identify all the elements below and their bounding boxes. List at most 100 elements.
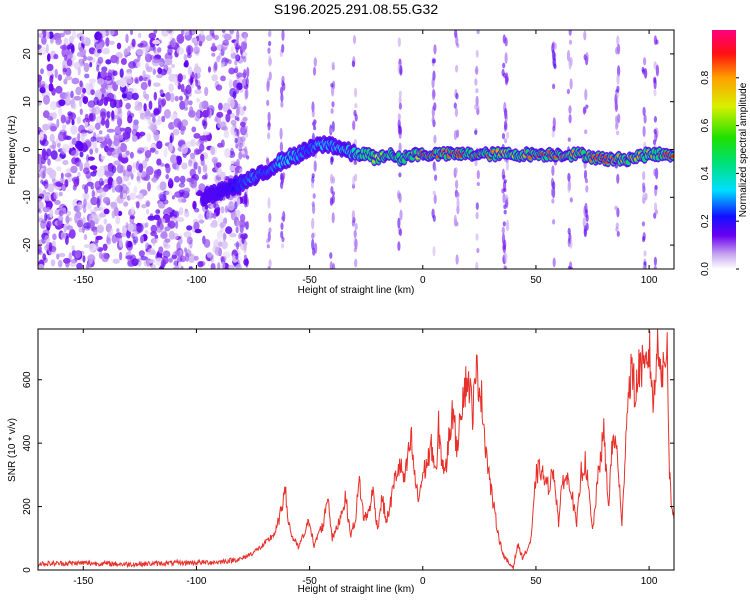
spectrogram-speckle	[136, 61, 142, 68]
spectrogram-speckle	[148, 45, 155, 51]
spectrogram-speckle	[475, 202, 479, 211]
spectrogram-speckle	[70, 45, 75, 52]
spectrogram-speckle	[77, 66, 81, 76]
spectrogram-speckle	[655, 64, 660, 77]
spectrogram-speckle	[163, 109, 171, 119]
spectrogram-speckle	[87, 203, 93, 211]
spectrogram-speckle	[159, 223, 164, 231]
spectrogram-speckle	[215, 84, 223, 91]
spectrogram-speckle	[551, 49, 556, 61]
spectrogram-speckle	[504, 252, 508, 264]
spectrogram-speckle	[104, 75, 113, 81]
spectrogram-speckle	[501, 132, 506, 140]
spectrogram-speckle	[177, 75, 182, 85]
spectrogram-speckle	[77, 141, 84, 152]
spectrogram-speckle	[210, 146, 215, 155]
spectrogram-speckle	[173, 211, 180, 219]
spectrogram-speckle	[119, 191, 123, 199]
spectrogram-speckle	[132, 162, 137, 169]
spectrogram-speckle	[83, 62, 90, 73]
spectrogram-speckle	[220, 261, 226, 269]
spectrogram-speckle	[146, 133, 152, 142]
spectrogram-speckle	[331, 61, 335, 67]
spectrogram-speckle	[152, 39, 161, 45]
spectrogram-speckle	[136, 48, 144, 56]
spectrogram-speckle	[235, 253, 239, 260]
spectrogram-speckle	[198, 219, 205, 224]
spectrogram-speckle	[40, 68, 44, 75]
spectrogram-speckle	[553, 42, 557, 50]
spectrogram-speckle	[217, 118, 222, 128]
spectrogram-speckle	[456, 198, 460, 209]
spectrogram-speckle	[615, 122, 619, 130]
spectrogram-speckle	[179, 95, 183, 101]
x-tick-label: 50	[530, 576, 542, 587]
spectrogram-speckle	[52, 112, 57, 119]
spectrogram-speckle	[100, 70, 108, 78]
spectrogram-speckle	[454, 30, 458, 39]
spectrogram-speckle	[153, 54, 162, 61]
spectrogram-speckle	[236, 158, 240, 168]
spectrogram-speckle	[57, 259, 63, 268]
spectrogram-speckle	[104, 84, 109, 90]
spectrogram-speckle	[236, 117, 240, 122]
spectrogram-speckle	[165, 190, 173, 196]
spectrogram-speckle	[83, 234, 88, 241]
spectrogram-speckle	[80, 132, 88, 137]
spectrogram-speckle	[99, 108, 107, 117]
spectrogram-speckle	[39, 46, 47, 56]
spectrogram-speckle	[153, 169, 161, 179]
spectrogram-speckle	[160, 259, 166, 268]
spectrogram-speckle	[433, 165, 437, 172]
spectrogram-speckle	[211, 219, 218, 226]
spectrogram-speckle	[204, 172, 208, 180]
spectrogram-speckle	[45, 207, 50, 212]
spectrogram-speckle	[398, 96, 402, 105]
spectrogram-speckle	[97, 56, 104, 64]
spectrogram-speckle	[41, 36, 47, 45]
spectrogram-speckle	[505, 197, 509, 209]
spectrogram-speckle	[82, 255, 86, 263]
spectrogram-speckle	[47, 183, 55, 193]
spectrogram-speckle	[133, 224, 137, 230]
spectrogram-speckle	[583, 30, 587, 41]
spectrogram-speckle	[126, 229, 131, 239]
spectrogram-speckle	[46, 148, 52, 157]
y-tick-label: 600	[22, 371, 33, 388]
spectrogram-speckle	[174, 250, 181, 256]
spectrogram-speckle	[43, 193, 52, 202]
spectrogram-speckle	[642, 235, 646, 243]
spectrogram-speckle	[240, 121, 246, 127]
spectrogram-speckle	[82, 206, 87, 214]
snr-y-label: SNR (10 * v/v)	[7, 418, 18, 482]
spectrogram-speckle	[351, 219, 355, 227]
spectrogram-speckle	[48, 242, 53, 252]
spectrogram-speckle	[163, 208, 170, 214]
spectrogram-speckle	[503, 265, 507, 269]
spectrogram-speckle	[93, 213, 99, 223]
spectrogram-speckle	[398, 172, 402, 178]
spectrogram-speckle	[188, 266, 193, 269]
spectrogram-speckle	[642, 264, 646, 269]
spectrogram-speckle	[475, 212, 479, 220]
spectrogram-speckle	[331, 191, 336, 196]
spectrogram-speckle	[225, 113, 231, 123]
spectrogram-speckle	[78, 124, 86, 134]
spectrogram-speckle	[245, 257, 249, 268]
spectrogram-speckle	[474, 159, 478, 167]
spectrogram-speckle	[207, 66, 212, 73]
spectrogram-speckle	[126, 77, 133, 84]
spectrogram-speckle	[616, 207, 620, 218]
spectrogram-speckle	[331, 85, 335, 97]
spectrogram-speckle	[173, 76, 178, 86]
spectrogram-speckle	[398, 228, 403, 237]
spectrogram-speckle	[454, 218, 458, 227]
spectrogram-speckle	[125, 255, 133, 260]
spectrogram-speckle	[38, 74, 43, 83]
spectrogram-speckle	[397, 113, 401, 121]
spectrogram-speckle	[76, 51, 83, 57]
spectrogram-speckle	[176, 46, 185, 56]
spectrogram-speckle	[83, 55, 87, 62]
spectrogram-speckle	[195, 79, 199, 87]
spectrogram-speckle	[311, 232, 315, 240]
